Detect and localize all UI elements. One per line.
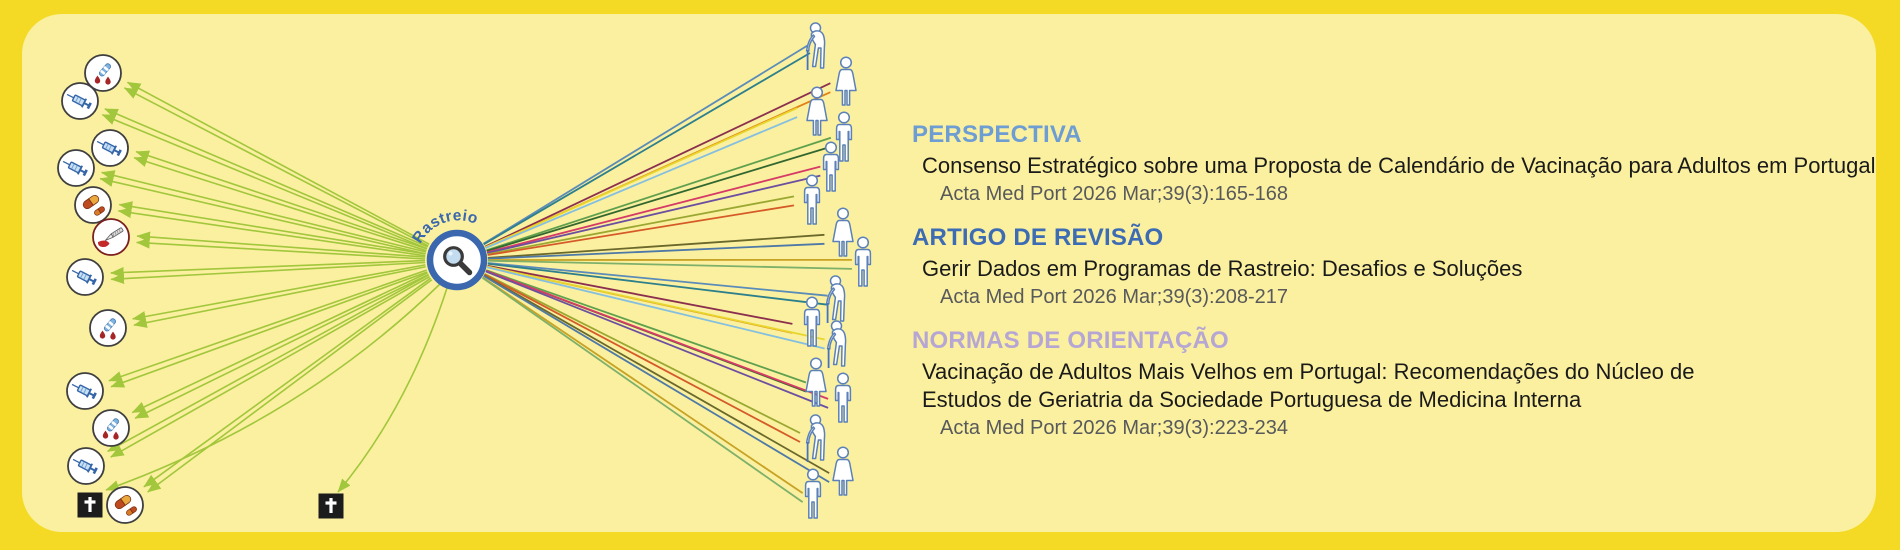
population-edge <box>482 43 811 245</box>
screening-edge <box>134 273 429 419</box>
section-category: PERSPECTIVA <box>912 121 1082 148</box>
article-section-artigo-de-revisao: ARTIGO DE REVISÃO Gerir Dados em Program… <box>912 223 1892 310</box>
screening-edge <box>108 269 427 382</box>
population-layer <box>803 22 872 519</box>
screening-edge <box>101 170 427 253</box>
section-category: ARTIGO DE REVISÃO <box>912 224 1164 251</box>
screening-edge <box>110 271 428 388</box>
population-edge <box>487 265 825 341</box>
population-edge <box>487 242 825 260</box>
death-icon <box>318 493 344 519</box>
screening-edge <box>110 275 431 458</box>
population-edge <box>486 165 821 254</box>
elderly-man-icon <box>826 320 847 369</box>
death-icon <box>77 492 103 518</box>
population-edge <box>482 276 804 494</box>
screening-edge <box>133 265 426 328</box>
screening-edge <box>147 279 433 493</box>
population-edge <box>483 273 801 443</box>
population-edge <box>485 270 829 409</box>
population-edge <box>487 233 825 259</box>
woman-icon <box>805 357 827 407</box>
articles-panel: PERSPECTIVA Consenso Estratégico sobre u… <box>912 120 1892 457</box>
article-title: Consenso Estratégico sobre uma Proposta … <box>922 153 1876 178</box>
population-edge <box>484 82 831 248</box>
elderly-man-icon <box>805 414 826 463</box>
man-icon <box>834 372 852 423</box>
woman-icon <box>832 446 854 496</box>
screening-edge <box>99 176 426 255</box>
population-edge <box>486 145 832 252</box>
article-title: Vacinação de Adultos Mais Velhos em Port… <box>922 359 1695 412</box>
elderly-man-icon <box>825 275 846 324</box>
screening-edge <box>132 264 426 322</box>
screening-edge <box>136 237 426 260</box>
screening-edge <box>133 156 427 252</box>
population-edge <box>485 270 829 400</box>
population-edge <box>485 269 807 384</box>
article-section-perspectiva: PERSPECTIVA Consenso Estratégico sobre u… <box>912 120 1892 207</box>
population-edge <box>487 259 852 270</box>
article-citation: Acta Med Port 2026 Mar;39(3):165-168 <box>940 183 1288 205</box>
woman-icon <box>832 207 854 257</box>
screening-edge <box>136 231 426 258</box>
population-edge <box>483 274 830 474</box>
man-icon <box>835 111 853 162</box>
population-edge <box>487 262 828 297</box>
population-edge <box>486 136 832 252</box>
man-icon <box>804 468 822 519</box>
screening-edge <box>110 259 426 278</box>
population-edge <box>484 107 798 249</box>
population-edge <box>486 266 825 350</box>
screening-edge <box>118 201 426 255</box>
man-icon <box>822 141 840 192</box>
screening-edge <box>131 272 428 414</box>
population-edge <box>484 273 801 434</box>
article-section-normas-de-orientacao: NORMAS DE ORIENTAÇÃO Vacinação de Adulto… <box>912 326 1892 441</box>
screening-edge <box>104 108 429 248</box>
population-edge <box>487 204 795 256</box>
screening-edge <box>110 261 426 285</box>
population-edge <box>483 52 811 246</box>
screening-edge <box>117 207 426 257</box>
woman-icon <box>835 56 857 106</box>
elderly-man-icon <box>805 22 826 71</box>
population-edge <box>483 275 830 483</box>
population-edge <box>481 277 804 503</box>
screening-edge <box>143 277 432 488</box>
screening-nodes-layer <box>57 54 344 524</box>
mortality-edge <box>337 287 448 493</box>
population-edge <box>487 262 828 306</box>
man-icon <box>854 236 872 287</box>
section-category: NORMAS DE ORIENTAÇÃO <box>912 327 1229 354</box>
man-icon <box>803 174 821 225</box>
mortality-edge <box>105 283 441 491</box>
screening-edge <box>135 150 428 250</box>
population-edge <box>485 116 798 249</box>
population-edge <box>487 195 795 256</box>
screening-edge <box>107 274 430 453</box>
edges-layer <box>99 43 852 503</box>
population-edge <box>486 174 821 254</box>
article-citation: Acta Med Port 2026 Mar;39(3):208-217 <box>940 286 1288 308</box>
article-citation: Acta Med Port 2026 Mar;39(3):223-234 <box>940 417 1288 439</box>
screening-edge <box>101 114 428 250</box>
screening-edge <box>123 87 429 247</box>
population-edge <box>487 264 793 325</box>
article-title: Gerir Dados em Programas de Rastreio: De… <box>922 256 1523 281</box>
inner-card <box>22 14 1876 532</box>
screening-edge <box>126 81 430 245</box>
